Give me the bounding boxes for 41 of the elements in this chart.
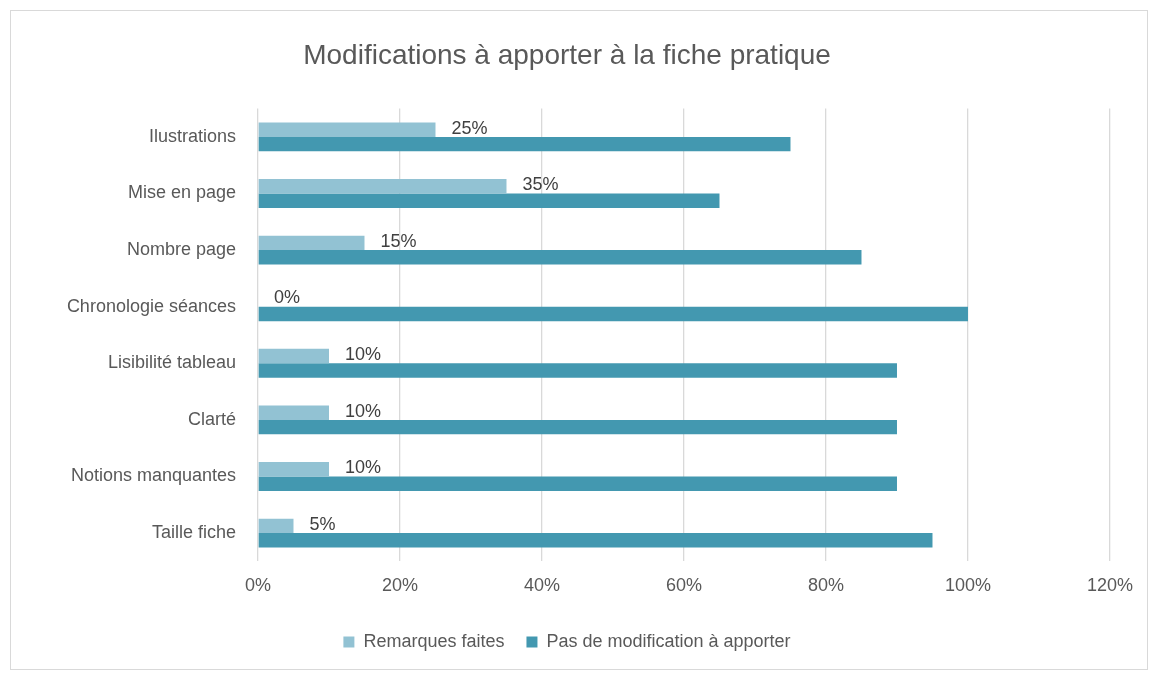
bar	[258, 476, 897, 491]
x-tick-label: 100%	[944, 575, 992, 596]
bar	[258, 193, 720, 208]
bar	[258, 235, 365, 251]
y-tick-label: Clarté	[187, 408, 236, 429]
data-label: 15%	[380, 230, 417, 251]
y-tick-label: Ilustrations	[148, 125, 236, 146]
bar	[258, 363, 897, 378]
y-tick-label: Taille fiche	[151, 522, 236, 543]
bar	[258, 405, 329, 420]
legend-label: Pas de modification à apporter	[546, 630, 791, 651]
x-tick-label: 60%	[665, 575, 703, 596]
bar	[258, 533, 933, 548]
y-tick-label: Lisibilité tableau	[107, 352, 236, 373]
data-label: 10%	[345, 457, 382, 478]
bar	[258, 250, 862, 265]
x-tick-label: 120%	[1086, 575, 1133, 596]
y-tick-label: Notions manquantes	[70, 465, 236, 486]
x-tick-label: 40%	[523, 575, 561, 596]
data-label: 35%	[522, 174, 559, 195]
y-tick-label: Chronologie séances	[66, 295, 236, 316]
data-label: 10%	[345, 344, 382, 365]
bar	[258, 348, 329, 364]
data-label: 10%	[345, 400, 382, 421]
bar	[258, 419, 897, 435]
data-label: 25%	[451, 117, 488, 138]
x-tick-label: 0%	[244, 575, 272, 596]
y-tick-label: Nombre page	[126, 239, 236, 260]
data-label: 5%	[309, 513, 336, 534]
chart-title: Modifications à apporter à la fiche pratique	[303, 38, 831, 70]
bar	[258, 306, 968, 322]
legend-label: Remarques faites	[363, 630, 505, 651]
bar	[258, 518, 294, 534]
bar	[258, 462, 329, 477]
bar	[258, 179, 507, 194]
bar	[258, 136, 791, 152]
bar	[258, 122, 436, 137]
x-tick-label: 20%	[381, 575, 419, 596]
data-label: 0%	[274, 287, 301, 308]
y-tick-label: Mise en page	[127, 182, 236, 203]
x-tick-label: 80%	[807, 575, 844, 596]
